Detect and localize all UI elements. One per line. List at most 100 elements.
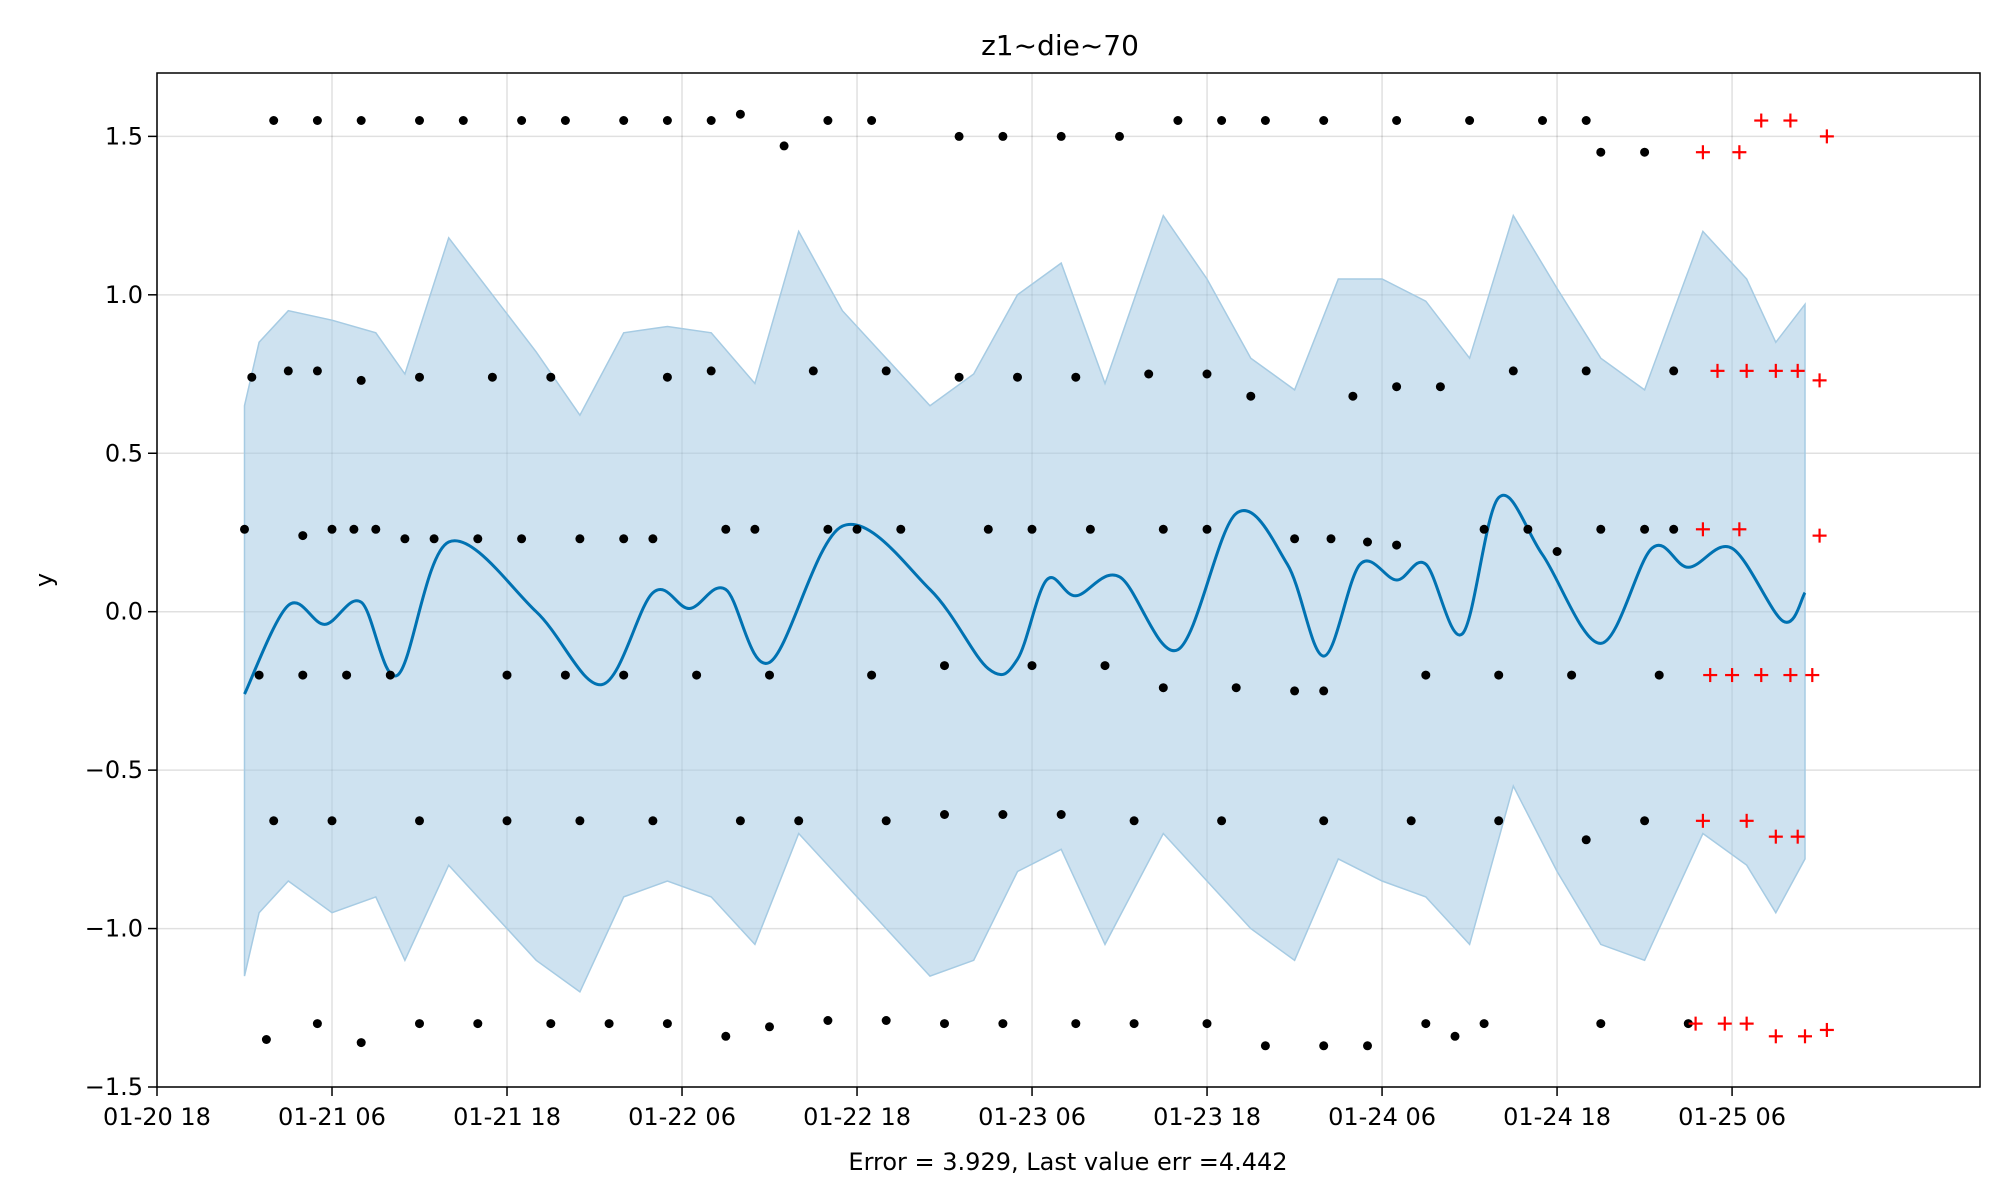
observed-point (1392, 116, 1402, 125)
observed-point (312, 116, 322, 125)
holdout-point (1695, 145, 1710, 160)
observed-point (662, 116, 672, 125)
observed-point (371, 524, 381, 534)
x-tick-label: 01-21 06 (278, 1103, 386, 1131)
holdout-point (1783, 113, 1798, 128)
holdout-point (1797, 1029, 1812, 1044)
observed-point (385, 670, 395, 680)
y-tick-label: −1.5 (85, 1073, 143, 1101)
y-tick-label: 0.5 (105, 439, 143, 467)
observed-point (342, 670, 352, 680)
observed-point (473, 1019, 483, 1029)
observed-point (1669, 524, 1679, 534)
observed-point (750, 524, 760, 534)
observed-point (1173, 116, 1183, 125)
observed-point (983, 524, 993, 534)
observed-point (1640, 147, 1650, 157)
observed-point (954, 372, 964, 382)
observed-point (1508, 366, 1518, 376)
forecast-line (243, 493, 1807, 695)
observed-point (546, 372, 556, 382)
observed-point (852, 524, 862, 534)
observed-point (517, 534, 527, 544)
y-tick-label: −0.5 (85, 756, 143, 784)
observed-point (1071, 372, 1081, 382)
holdout-point (1754, 668, 1769, 683)
holdout-point (1790, 829, 1805, 844)
observed-point (458, 116, 468, 125)
observed-point (954, 131, 964, 141)
observed-point (487, 372, 497, 382)
observed-point (1581, 835, 1591, 845)
y-axis-ticks: −1.5 −1.0 −0.5 0.0 0.5 1.0 1.5 (85, 122, 157, 1101)
observed-point (1640, 816, 1650, 826)
observed-point (1202, 524, 1212, 534)
holdout-point (1819, 129, 1834, 144)
observed-point (1392, 382, 1402, 392)
observed-point (1217, 816, 1227, 826)
observed-point (706, 366, 716, 376)
observed-point (1056, 810, 1066, 819)
observed-point (1479, 524, 1489, 534)
observed-point (546, 1019, 556, 1029)
observed-point (692, 670, 702, 680)
holdout-point (1695, 813, 1710, 828)
observed-point (1056, 131, 1066, 141)
observed-point (473, 534, 483, 544)
observed-point (867, 670, 877, 680)
observed-point (1567, 670, 1577, 680)
holdout-point (1819, 1022, 1834, 1037)
observed-point (823, 1016, 833, 1025)
observed-point (823, 116, 833, 125)
observed-point (312, 1019, 322, 1029)
observed-point (560, 670, 570, 680)
observed-point (808, 366, 818, 376)
y-tick-label: −1.0 (85, 915, 143, 943)
observed-point (1246, 391, 1256, 401)
observed-point (261, 1035, 271, 1044)
observed-point (415, 372, 424, 382)
observed-point (502, 670, 512, 680)
observed-point (415, 816, 424, 826)
holdout-point (1695, 522, 1710, 537)
observed-point (575, 816, 585, 826)
observed-point (269, 816, 279, 826)
observed-point (1129, 816, 1139, 826)
holdout-point (1768, 1029, 1783, 1044)
x-tick-label: 01-25 06 (1678, 1103, 1786, 1131)
observed-point (1100, 661, 1110, 671)
observed-point (1013, 372, 1022, 382)
observed-point (1363, 537, 1372, 547)
observed-point (1202, 369, 1212, 379)
chart-title: z1~die~70 (981, 29, 1139, 62)
observed-point (735, 816, 745, 826)
forecast-line-group (243, 493, 1807, 695)
holdout-point (1768, 363, 1783, 378)
x-axis-ticks: 01-20 18 01-21 06 01-21 18 01-22 06 01-22 18… (103, 1087, 1786, 1131)
observed-point (1115, 131, 1124, 141)
observed-point (1392, 540, 1402, 550)
observed-point (765, 1022, 774, 1032)
observed-point (1217, 116, 1227, 125)
observed-point (1669, 366, 1679, 376)
observed-point (896, 524, 906, 534)
observed-point (721, 1031, 731, 1041)
observed-point (662, 372, 672, 382)
uncertainty-band (243, 213, 1806, 994)
observed-point (998, 1019, 1008, 1029)
observed-point (502, 816, 512, 826)
observed-point (298, 670, 308, 680)
observed-point (356, 375, 366, 385)
holdout-point (1812, 373, 1827, 388)
observed-point (1260, 1041, 1270, 1051)
observed-point (1479, 1019, 1489, 1029)
observed-point (1538, 116, 1547, 125)
observed-point (662, 1019, 672, 1029)
observed-point (794, 816, 804, 826)
uncertainty-interval (243, 213, 1806, 994)
observed-point (1523, 524, 1533, 534)
observed-point (1348, 391, 1358, 401)
observed-point (735, 109, 745, 119)
holdout-point (1725, 668, 1740, 683)
